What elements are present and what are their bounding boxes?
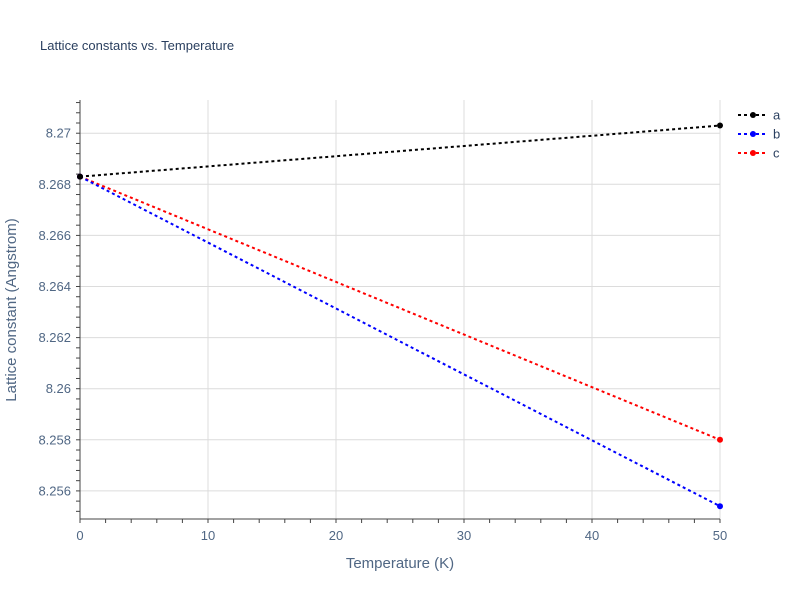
legend-label-c: c <box>773 146 780 161</box>
data-point-b <box>717 503 723 510</box>
x-tick-label: 30 <box>457 528 471 543</box>
x-axis-title: Temperature (K) <box>346 555 454 572</box>
x-tick-label: 40 <box>585 528 599 543</box>
y-tick-label: 8.262 <box>38 330 71 345</box>
legend-marker-c <box>750 150 756 156</box>
data-point-a <box>717 122 723 129</box>
x-tick-label: 10 <box>201 528 215 543</box>
series-line-b <box>79 175 721 508</box>
legend-label-a: a <box>773 108 781 123</box>
series-lines <box>77 122 723 510</box>
chart-title: Lattice constants vs. Temperature <box>40 38 234 53</box>
legend-item-c[interactable]: c <box>738 146 780 161</box>
legend[interactable]: abc <box>738 108 781 161</box>
series-line-c <box>79 175 721 441</box>
legend-marker-a <box>750 112 756 118</box>
y-tick-label: 8.256 <box>38 483 71 498</box>
y-tick-label: 8.268 <box>38 177 71 192</box>
data-point-c <box>717 436 723 443</box>
y-axis-title: Lattice constant (Angstrom) <box>3 218 20 401</box>
x-tick-label: 0 <box>76 528 83 543</box>
axes: 0 10 20 30 40 50 8.256 8.258 8.26 8.262 8.264 8.266… <box>38 100 727 543</box>
series-line-a <box>79 124 721 178</box>
y-tick-label: 8.264 <box>38 279 71 294</box>
y-tick-label: 8.266 <box>38 228 71 243</box>
legend-marker-b <box>750 131 756 137</box>
x-tick-label: 20 <box>329 528 343 543</box>
y-tick-label: 8.258 <box>38 432 71 447</box>
x-tick-label: 50 <box>713 528 727 543</box>
grid <box>80 100 721 519</box>
y-tick-label: 8.26 <box>46 381 71 396</box>
legend-item-b[interactable]: b <box>738 127 780 142</box>
y-tick-label: 8.27 <box>46 126 71 141</box>
legend-label-b: b <box>773 127 780 142</box>
data-point-a <box>77 173 83 180</box>
legend-item-a[interactable]: a <box>738 108 781 123</box>
